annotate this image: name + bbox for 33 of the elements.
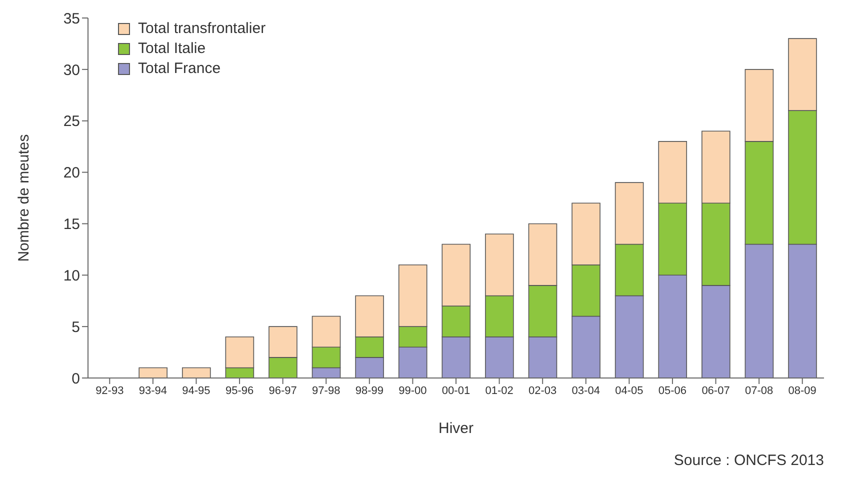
x-tick-label: 08-09 [788,384,816,397]
legend-label: Total France [138,60,221,77]
x-tick-label: 04-05 [615,384,644,397]
y-tick-label: 25 [63,113,80,130]
source-note: Source : ONCFS 2013 [674,452,824,469]
bar [182,367,211,378]
x-tick-label: 95-96 [225,384,254,397]
x-tick-label: 02-03 [528,384,557,397]
y-tick-label: 30 [63,62,80,79]
x-tick-label: 07-08 [744,384,774,397]
x-axis-title: Hiver [438,420,474,437]
x-tick-label: 00-01 [442,384,470,397]
x-tick-label: 99-00 [398,384,427,397]
x-tick-label: 06-07 [702,384,730,397]
x-tick-label: 01-02 [485,384,514,397]
x-tick-label: 03-04 [572,384,600,397]
x-tick-label: 05-06 [658,384,687,397]
x-tick-label: 96-97 [268,384,297,397]
x-tick-label: 97-98 [312,384,340,397]
x-tick-label: 92-93 [96,384,124,397]
legend-label: Total transfrontalier [138,20,266,37]
y-tick-label: 5 [72,318,80,336]
legend-label: Total Italie [138,40,206,57]
y-tick-label: 20 [63,164,80,182]
y-axis-title: Nombre de meutes [15,134,32,262]
x-tick-label: 98-99 [355,384,384,397]
y-tick-label: 15 [63,216,80,234]
bar [138,367,168,378]
y-tick-label: 10 [63,267,80,284]
y-tick-label: 35 [63,10,80,28]
x-tick-label: 93-94 [138,384,168,397]
y-tick-label: 0 [72,370,80,388]
x-tick-label: 94-95 [182,384,210,397]
